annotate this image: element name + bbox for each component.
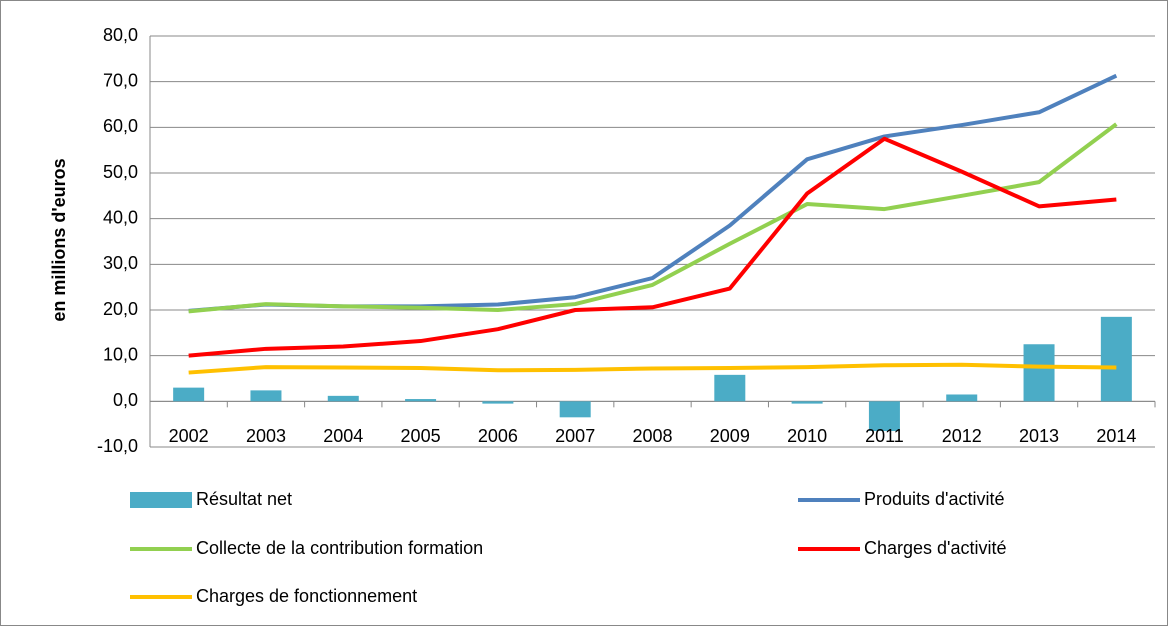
- x-tick-label: 2012: [942, 426, 982, 446]
- bar: [1023, 344, 1055, 402]
- x-tick-label: 2006: [478, 426, 518, 446]
- bar: [173, 387, 205, 402]
- x-tick-label: 2008: [632, 426, 672, 446]
- legend-label: Collecte de la contribution formation: [196, 538, 483, 558]
- bar: [714, 374, 746, 402]
- x-tick-label: 2013: [1019, 426, 1059, 446]
- x-tick-label: 2011: [865, 426, 904, 446]
- line: [188, 136, 1117, 358]
- bar: [946, 394, 978, 402]
- bar: [250, 390, 282, 402]
- x-tick-label: 2003: [246, 426, 286, 446]
- y-tick-label: 30,0: [103, 253, 138, 273]
- line: [188, 362, 1117, 375]
- y-tick-label: 70,0: [103, 70, 138, 90]
- legend-label: Charges de fonctionnement: [196, 586, 417, 606]
- x-tick-label: 2009: [710, 426, 750, 446]
- y-tick-label: 50,0: [103, 162, 138, 182]
- bar: [559, 401, 591, 418]
- bar: [327, 395, 359, 402]
- y-tick-label: 40,0: [103, 207, 138, 227]
- bar: [868, 401, 900, 432]
- legend-label: Charges d'activité: [864, 538, 1007, 558]
- x-tick-label: 2002: [169, 426, 209, 446]
- bar: [482, 401, 514, 404]
- legend-swatch: [130, 492, 192, 508]
- bar: [791, 401, 823, 404]
- x-tick-label: 2004: [323, 426, 363, 446]
- x-tick-label: 2005: [401, 426, 441, 446]
- y-tick-label: 10,0: [103, 344, 138, 364]
- y-tick-label: 0,0: [113, 390, 138, 410]
- y-tick-label: -10,0: [97, 436, 138, 456]
- y-tick-label: 20,0: [103, 299, 138, 319]
- x-tick-label: 2007: [555, 426, 595, 446]
- legend-label: Produits d'activité: [864, 489, 1005, 509]
- y-tick-label: 80,0: [103, 25, 138, 45]
- x-tick-label: 2010: [787, 426, 827, 446]
- legend-label: Résultat net: [196, 489, 292, 509]
- bar: [1100, 316, 1132, 402]
- y-tick-label: 60,0: [103, 116, 138, 136]
- bar: [405, 399, 437, 402]
- x-tick-label: 2014: [1096, 426, 1136, 446]
- line: [188, 122, 1118, 314]
- y-axis-label: en millions d'euros: [49, 158, 69, 321]
